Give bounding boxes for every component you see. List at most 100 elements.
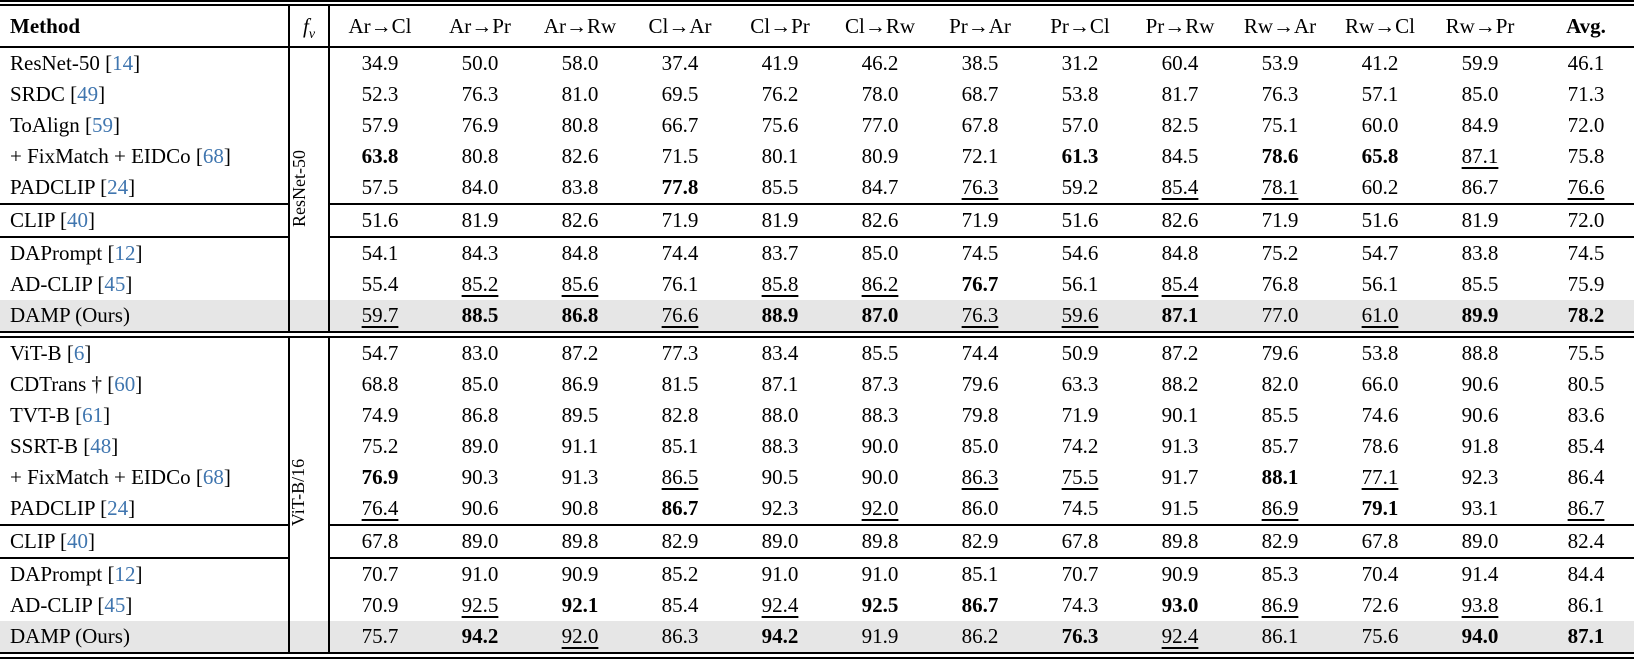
value-cell: 60.0 [1361, 113, 1399, 137]
citation-link[interactable]: 45 [104, 593, 126, 617]
table-row: ResNet-50 [14] 34.9 50.0 58.0 37.4 41.9 46.2 38… [0, 47, 1634, 79]
citation-link[interactable]: 68 [202, 465, 224, 489]
value-cell: 90.3 [461, 465, 499, 489]
value-cell: 56.1 [1361, 272, 1399, 296]
value-cell: 85.0 [1461, 82, 1499, 106]
value-cell: 84.8 [1161, 241, 1199, 265]
value-cell: 84.5 [1161, 144, 1199, 168]
value-cell: 70.9 [361, 593, 399, 617]
avg-cell: 86.7 [1530, 493, 1634, 526]
value-cell: 92.4 [761, 593, 799, 617]
value-cell: 74.5 [1030, 493, 1130, 526]
citation-link[interactable]: 14 [112, 51, 134, 75]
method-cell: PADCLIP [24] [0, 493, 290, 526]
table-row: TVT-B [61] 74.9 86.8 89.5 82.8 88.0 88.3 79.8 71… [0, 400, 1634, 431]
table-row: DAPrompt [12] 70.7 91.0 90.9 85.2 91.0 91.0 85.… [0, 558, 1634, 590]
value-cell: 85.4 [1161, 272, 1199, 296]
value-cell: 86.9 [1230, 493, 1330, 526]
value-cell: 81.9 [430, 204, 530, 238]
citation-link[interactable]: 12 [114, 241, 136, 265]
avg-cell: 74.5 [1567, 241, 1605, 265]
value-cell: 86.8 [530, 300, 630, 338]
avg-cell: 76.6 [1530, 172, 1634, 205]
value-cell: 53.9 [1261, 51, 1299, 75]
value-cell: 74.9 [361, 403, 399, 427]
citation-link[interactable]: 49 [77, 82, 99, 106]
value-cell: 85.2 [661, 562, 699, 586]
table-row: CDTrans † [60] 68.8 85.0 86.9 81.5 87.1 87.3 79… [0, 369, 1634, 400]
citation-link[interactable]: 6 [73, 341, 85, 365]
avg-cell: 82.4 [1530, 525, 1634, 559]
value-cell: 81.9 [730, 204, 830, 238]
value-cell: 75.2 [361, 434, 399, 458]
value-cell: 76.6 [630, 300, 730, 338]
method-cell: AD-CLIP [45] [0, 590, 290, 621]
value-cell: 87.2 [1161, 341, 1199, 365]
value-cell: 76.8 [1261, 272, 1299, 296]
value-cell: 65.8 [1361, 144, 1399, 168]
value-cell: 78.1 [1230, 172, 1330, 205]
citation-link[interactable]: 24 [107, 175, 129, 199]
citation-link[interactable]: 61 [82, 403, 104, 427]
value-cell: 82.6 [1130, 204, 1230, 238]
backbone-column-cell [289, 621, 330, 659]
value-cell: 91.3 [561, 465, 599, 489]
method-cell: TVT-B [61] [0, 400, 290, 431]
backbone-column-cell [289, 369, 330, 400]
value-cell: 82.5 [1161, 113, 1199, 137]
table-row: AD-CLIP [45] 55.4 85.2 85.6 76.1 85.8 86.2 76.7… [0, 269, 1634, 300]
value-cell: 59.2 [1030, 172, 1130, 205]
table-row: + FixMatch + EIDCo [68] 63.8 80.8 82.6 71.5 8… [0, 141, 1634, 172]
value-cell: 88.3 [761, 434, 799, 458]
value-cell: 63.8 [361, 144, 399, 168]
fv-subscript: v [308, 27, 316, 43]
citation-link[interactable]: 12 [114, 562, 136, 586]
value-cell: 75.6 [761, 113, 799, 137]
citation-link[interactable]: 48 [90, 434, 112, 458]
value-cell: 88.9 [730, 300, 830, 338]
value-cell: 86.3 [961, 465, 999, 489]
value-cell: 85.5 [1261, 403, 1299, 427]
value-cell: 85.1 [961, 562, 999, 586]
value-cell: 90.9 [1161, 562, 1199, 586]
value-cell: 89.8 [830, 525, 930, 559]
value-cell: 85.7 [1261, 434, 1299, 458]
value-cell: 94.2 [430, 621, 530, 659]
value-cell: 88.3 [861, 403, 899, 427]
value-cell: 85.0 [961, 434, 999, 458]
value-cell: 67.8 [1030, 525, 1130, 559]
table-row: DAPrompt [12] 54.1 84.3 84.8 74.4 83.7 85.0 74.… [0, 237, 1634, 269]
citation-link[interactable]: 40 [66, 208, 88, 232]
value-cell: 77.8 [630, 172, 730, 205]
value-cell: 68.7 [961, 82, 999, 106]
value-cell: 85.5 [1461, 272, 1499, 296]
table-row: AD-CLIP [45] 70.9 92.5 92.1 85.4 92.4 92.5 86.7… [0, 590, 1634, 621]
value-cell: 83.7 [761, 241, 799, 265]
value-cell: 85.4 [1130, 172, 1230, 205]
citation-link[interactable]: 68 [202, 144, 224, 168]
avg-cell: 84.4 [1567, 562, 1605, 586]
header-col: Cl→Rw [830, 0, 930, 48]
backbone-column-cell [289, 525, 330, 558]
value-cell: 61.0 [1330, 300, 1430, 338]
backbone-column-cell [289, 79, 330, 110]
backbone-column-cell [289, 172, 330, 204]
value-cell: 76.3 [461, 82, 499, 106]
value-cell: 51.6 [329, 204, 430, 238]
value-cell: 75.6 [1330, 621, 1430, 659]
citation-link[interactable]: 40 [66, 529, 88, 553]
value-cell: 67.8 [961, 113, 999, 137]
citation-link[interactable]: 59 [91, 113, 113, 137]
value-cell: 82.9 [1230, 525, 1330, 559]
citation-link[interactable]: 24 [107, 496, 129, 520]
value-cell: 75.1 [1261, 113, 1299, 137]
backbone-column-cell [289, 269, 330, 300]
value-cell: 74.6 [1361, 403, 1399, 427]
value-cell: 82.8 [661, 403, 699, 427]
value-cell: 86.5 [661, 465, 699, 489]
citation-link[interactable]: 60 [114, 372, 136, 396]
value-cell: 81.7 [1161, 82, 1199, 106]
citation-link[interactable]: 45 [104, 272, 126, 296]
value-cell: 86.2 [861, 272, 899, 296]
method-cell: + FixMatch + EIDCo [68] [0, 462, 290, 493]
